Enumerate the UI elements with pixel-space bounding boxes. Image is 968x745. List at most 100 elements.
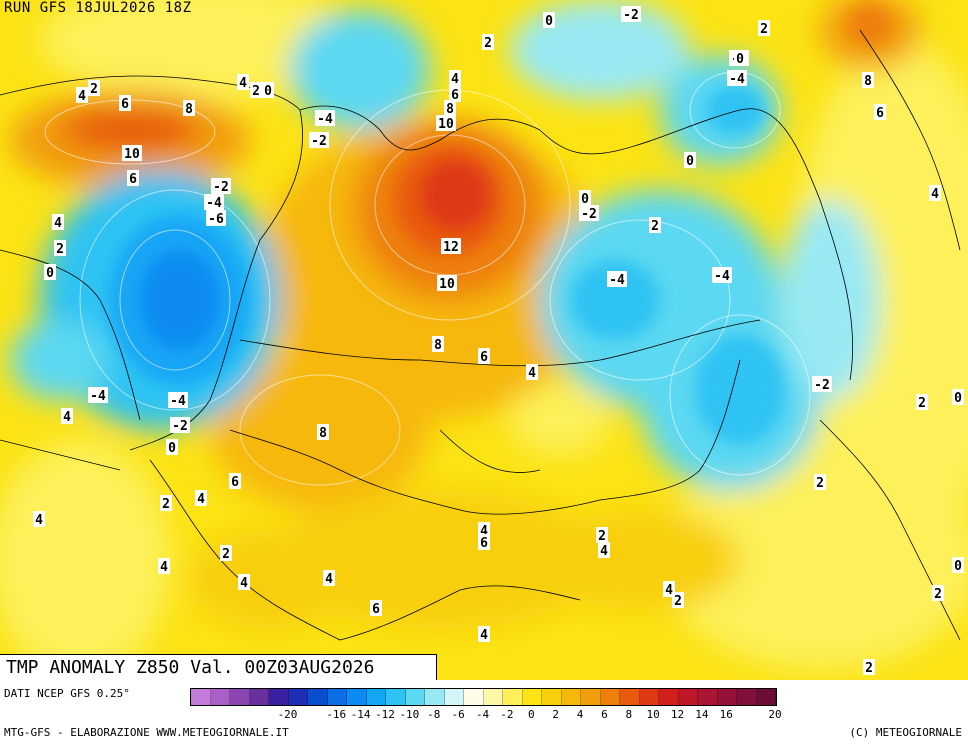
scale-cell [366, 689, 386, 705]
isolines [44, 71, 811, 486]
scale-cell [737, 689, 757, 705]
contour-label: 6 [372, 602, 380, 617]
scale-tick-label: -6 [451, 708, 465, 721]
contour-label: 2 [252, 84, 260, 99]
contour-label-bg [229, 473, 241, 489]
contour-label-bg [220, 545, 232, 561]
credit-right: (C) METEOGIORNALE [849, 726, 962, 739]
contour-label: 12 [443, 240, 459, 255]
contour-label-bg [119, 95, 131, 111]
scale-tick-label: 20 [768, 708, 782, 721]
contour-label-bg [44, 264, 56, 280]
contour-label: -2 [814, 378, 830, 393]
scale-cell [483, 689, 503, 705]
contour-label-bg [863, 659, 875, 675]
scale-cell [639, 689, 659, 705]
contour-label-bg [127, 170, 139, 186]
contour-label: 4 [239, 76, 247, 91]
contour-label: 0 [46, 266, 54, 281]
scale-cell [503, 689, 523, 705]
contour-label-bg [862, 72, 874, 88]
contour-label: 4 [325, 572, 333, 587]
contour-label-bg [932, 585, 944, 601]
contour-label: 2 [760, 22, 768, 37]
scale-cell [464, 689, 484, 705]
data-source: DATI NCEP GFS 0.25° [4, 687, 130, 700]
contour-label-bg [436, 115, 456, 131]
scale-cell [444, 689, 464, 705]
contour-label-bg [183, 100, 195, 116]
scale-cell [717, 689, 737, 705]
scale-cell [249, 689, 269, 705]
contour-label-bg [952, 557, 964, 573]
contour-label-bg [33, 511, 45, 527]
scale-cell [269, 689, 289, 705]
contour-label-bg [579, 190, 591, 206]
contour-label: 2 [222, 547, 230, 562]
contour-label-bg [195, 490, 207, 506]
scale-cell [620, 689, 640, 705]
contour-label: 0 [264, 84, 272, 99]
contour-label: 2 [651, 219, 659, 234]
scale-cell [678, 689, 698, 705]
contour-label-bg [649, 217, 661, 233]
color-scale-ticks: -20 -16 -14 -12 -10 -8 -6 -4 -2 0 2 4 6 8 10 12 14 16 20 [190, 708, 968, 724]
contour-label: -4 [317, 112, 333, 127]
contour-label-bg [370, 600, 382, 616]
contour-label-bg [52, 214, 64, 230]
contour-label-bg [814, 474, 826, 490]
contour-label-bg [449, 86, 461, 102]
scale-cell [542, 689, 562, 705]
contour-label-bg [478, 534, 490, 550]
scale-tick-label: 4 [576, 708, 584, 721]
scale-cell [327, 689, 347, 705]
scale-cell [561, 689, 581, 705]
contour-label-bg [61, 408, 73, 424]
contour-label: 6 [129, 172, 137, 187]
scale-cell [600, 689, 620, 705]
scale-tick-label: 8 [625, 708, 633, 721]
contour-label: 6 [121, 97, 129, 112]
contour-label: 0 [954, 391, 962, 406]
scale-tick-label: 2 [552, 708, 559, 721]
scale-cell [522, 689, 542, 705]
contour-label: -2 [311, 134, 327, 149]
contour-label-bg [758, 20, 770, 36]
contour-label-bg [88, 387, 108, 403]
contour-label: 4 [931, 187, 939, 202]
contour-label: 10 [439, 277, 455, 292]
contour-label: 4 [451, 72, 459, 87]
contour-label: 2 [90, 82, 98, 97]
contour-label-bg [712, 267, 732, 283]
contour-label: 8 [434, 338, 442, 353]
color-scale [190, 688, 777, 706]
contour-label-bg [250, 82, 262, 98]
contour-label-bg [122, 145, 142, 161]
scale-tick-label: -2 [500, 708, 514, 721]
borders [0, 29, 961, 641]
contour-label: 4 [528, 366, 536, 381]
contour-label-bg [315, 110, 335, 126]
contour-label: 6 [451, 88, 459, 103]
contour-label: -4 [609, 273, 625, 288]
map-title: TMP ANOMALY Z850 Val. 00Z03AUG2026 [6, 657, 375, 678]
contour-label-bg [684, 152, 696, 168]
contour-label: 0 [954, 559, 962, 574]
contour-label: 4 [240, 576, 248, 591]
contour-label-bg [598, 542, 610, 558]
contour-label: 4 [665, 583, 673, 598]
contour-label: 10 [438, 117, 454, 132]
contour-label-bg [478, 626, 490, 642]
scale-cell [288, 689, 308, 705]
contour-label-bg [170, 417, 190, 433]
contour-label: 0 [686, 154, 694, 169]
contour-label: 10 [124, 147, 140, 162]
scale-cell [698, 689, 718, 705]
anomaly-map: 4 2 6 8 4 2 0 -4 -2 10 6 -2 -4 -6 4 2 0 -4 -4 -2 0 4 0 -2 2 4 6 8 10… [0, 0, 968, 680]
contour-label-bg [607, 271, 627, 287]
contour-label-bg [54, 240, 66, 256]
contour-label-bg [238, 574, 250, 590]
contour-label-bg [206, 210, 226, 226]
